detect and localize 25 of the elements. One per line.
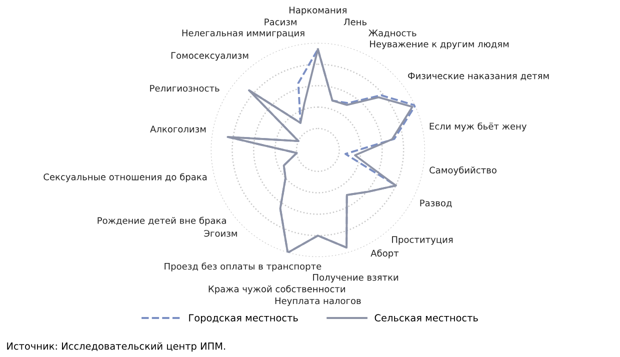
legend-label: Сельская местность	[374, 314, 478, 322]
spoke-label: Рождение детей вне брака	[98, 216, 226, 226]
spoke-label: Неуважение к другим людям	[370, 40, 509, 50]
spoke-label: Проституция	[392, 236, 453, 245]
text: Источник: Исследовательский центр ИПМ.	[7, 342, 226, 352]
spoke-label: Гомосексуализм	[171, 52, 248, 61]
spoke-label: Самоубийство	[430, 166, 496, 176]
spoke-label: Если муж бьёт жену	[430, 122, 527, 132]
spoke-label: Неуплата налогов	[275, 297, 361, 306]
spoke-label: Сексуальные отношения до брака	[44, 173, 207, 182]
spoke-label: Нелегальная иммиграция	[182, 30, 304, 38]
spoke-label: Физические наказания детям	[408, 72, 549, 80]
spoke-label: Жадность	[368, 30, 416, 38]
spoke-label: Получение взятки	[313, 274, 398, 282]
spoke-label: Наркомания	[290, 6, 346, 16]
legend-label: Городская местность	[189, 314, 298, 324]
spoke-label: Проезд без оплаты в транспорте	[164, 262, 322, 272]
spoke-label: Религиозность	[150, 84, 220, 92]
spoke-label: Эгоизм	[204, 230, 237, 237]
spoke-label: Алкоголизм	[150, 126, 206, 132]
spoke-label: Кража чужой собственности	[208, 285, 345, 294]
spoke-label: Лень	[344, 18, 367, 26]
spoke-label: Расизм	[264, 18, 296, 26]
spoke-label: Развод	[420, 200, 452, 208]
spoke-label: Аборт	[370, 249, 399, 258]
